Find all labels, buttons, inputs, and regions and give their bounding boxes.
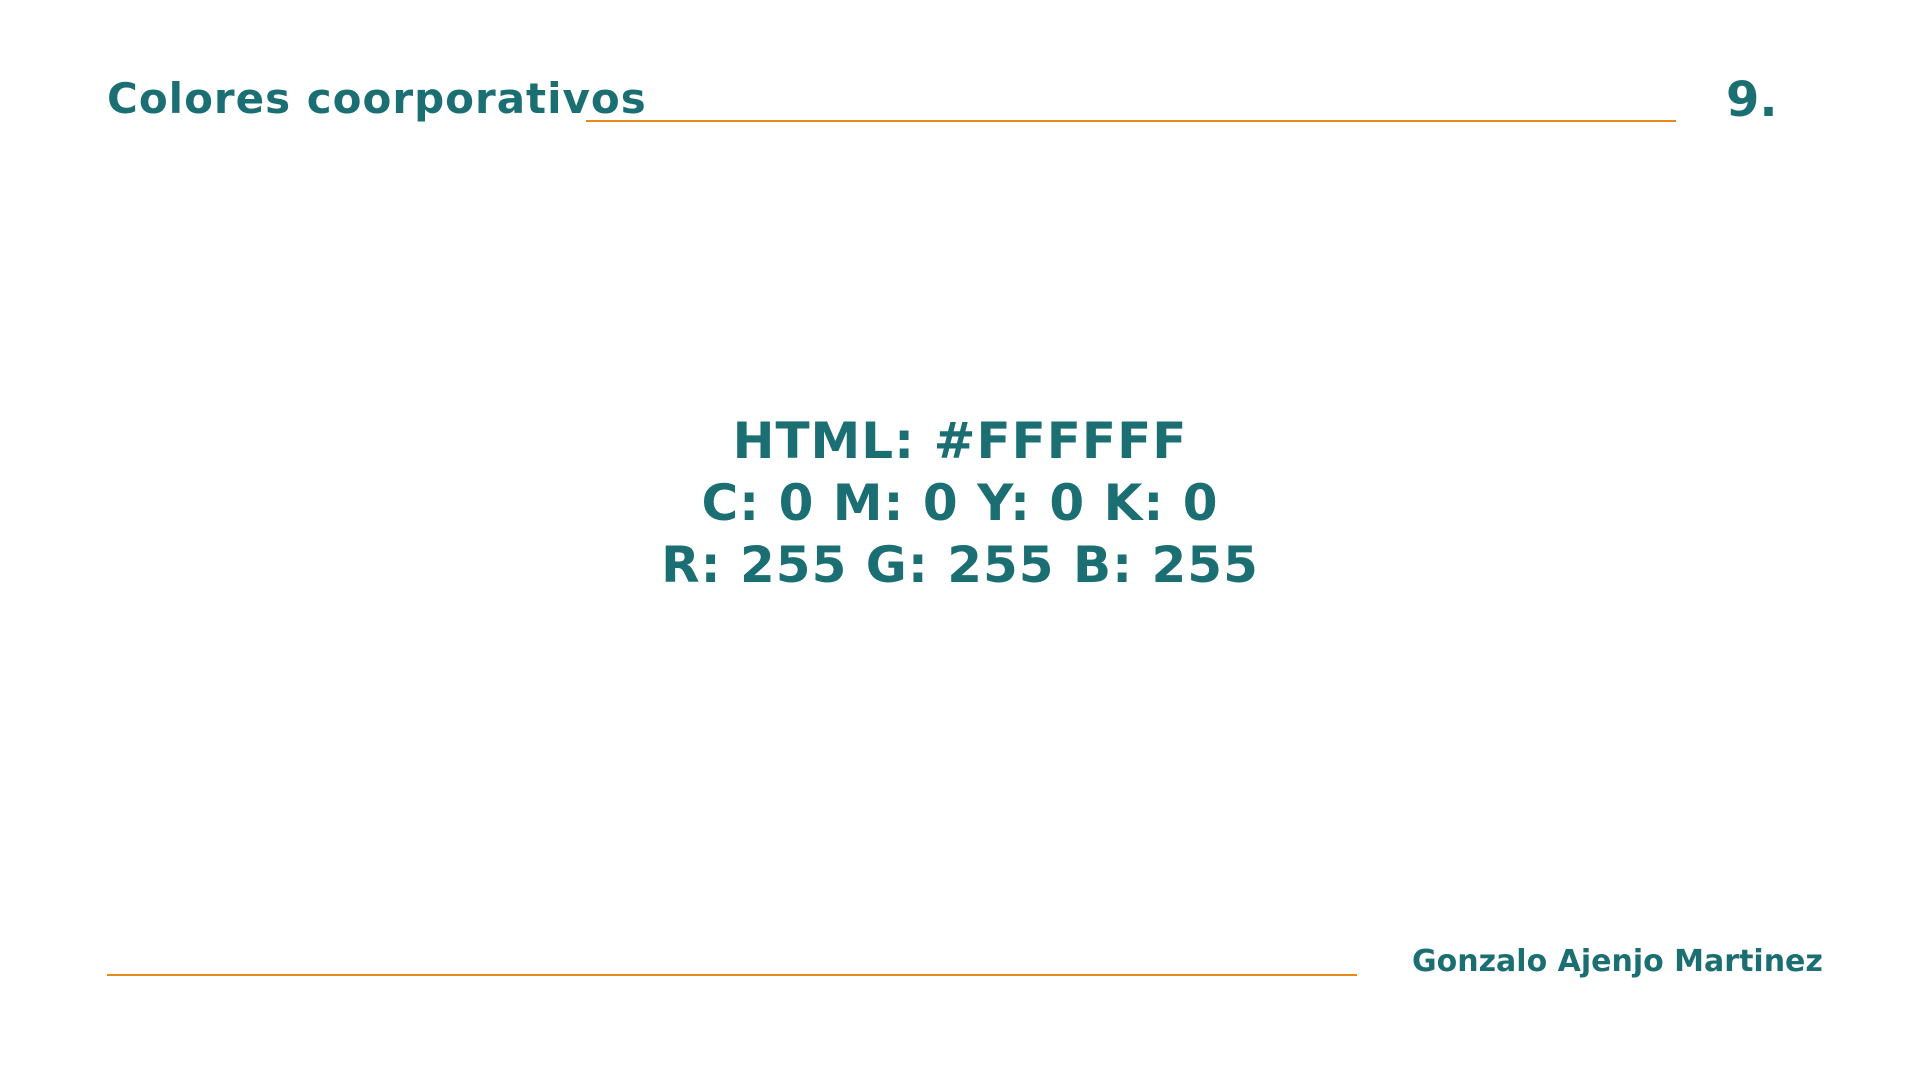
author-name: Gonzalo Ajenjo Martinez [1412,944,1823,979]
page-title: Colores coorporativos [107,74,647,123]
rgb-color-line: R: 255 G: 255 B: 255 [661,536,1259,594]
page-number: 9. [1726,72,1778,128]
html-color-line: HTML: #FFFFFF [732,412,1188,470]
header-divider [586,120,1676,122]
footer-divider [107,974,1357,976]
cmyk-color-line: C: 0 M: 0 Y: 0 K: 0 [701,474,1219,532]
color-spec-block: HTML: #FFFFFF C: 0 M: 0 Y: 0 K: 0 R: 255… [0,410,1920,596]
